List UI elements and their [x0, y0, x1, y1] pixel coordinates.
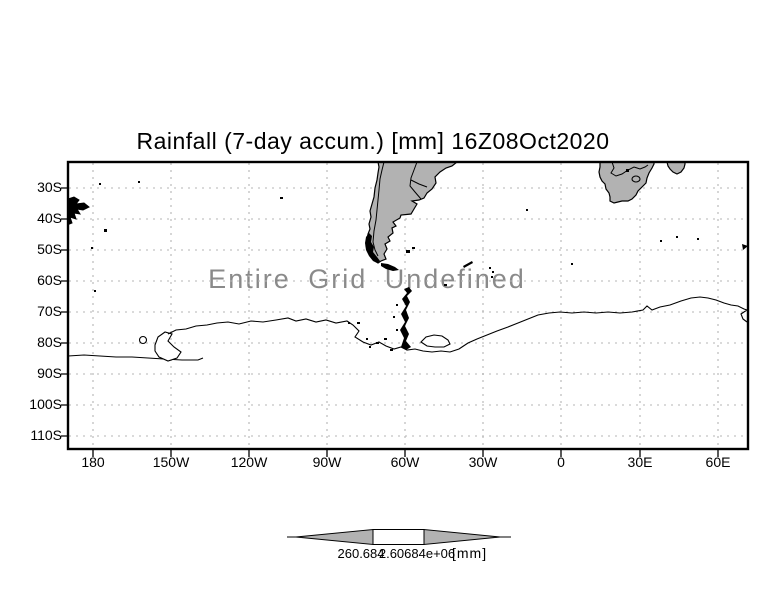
- y-tick-label: 80S: [37, 334, 62, 350]
- south-atlantic-islands: [406, 209, 573, 286]
- peninsula-side-islets: [348, 304, 398, 351]
- x-tick-label: 180: [81, 454, 105, 470]
- x-tick-label: 120W: [230, 454, 268, 470]
- plot-title: Rainfall (7-day accum.) [mm] 16Z08Oct202…: [136, 128, 610, 154]
- lesotho-outline: [631, 175, 641, 183]
- x-tick-label: 60W: [390, 454, 420, 470]
- grid-undefined-message: Entire Grid Undefined: [208, 264, 526, 294]
- y-tick-label: 60S: [37, 272, 62, 288]
- colorbar-max-label: 2.60684e+06: [378, 546, 456, 561]
- gridlines-vertical: [92, 163, 719, 448]
- x-tick-label: 30W: [468, 454, 498, 470]
- x-tick-label: 0: [557, 454, 565, 470]
- map-layers: [68, 162, 748, 362]
- andes-border-line: [372, 162, 385, 257]
- x-tick-label: 90W: [312, 454, 342, 470]
- graticule-gridlines: [69, 163, 747, 448]
- x-tick-label: 30E: [627, 454, 653, 470]
- y-tick-label: 90S: [37, 365, 62, 381]
- madagascar-tip: [666, 162, 686, 175]
- colorbar-left-arrow: [295, 528, 374, 546]
- colorbar-min-label: 260.684: [337, 546, 385, 561]
- southern-africa-landmass: [598, 162, 655, 204]
- x-tick-label: 150W: [152, 454, 190, 470]
- y-tick-label: 30S: [37, 179, 62, 195]
- south-america-landmass: [365, 162, 458, 264]
- africa-border-lines: [610, 162, 649, 177]
- y-tick-label: 50S: [37, 241, 62, 257]
- antarctica-coastline: [68, 296, 748, 362]
- victoria-land-islet: [138, 335, 148, 345]
- africa-interior-dot: [626, 169, 629, 172]
- map-frame: [66, 160, 750, 451]
- ocean-islets: [91, 181, 748, 292]
- y-axis-ticks: [61, 187, 68, 437]
- tierra-del-fuego-islands: [381, 263, 399, 271]
- colorbar-box: [372, 529, 425, 545]
- colorbar: [287, 528, 511, 546]
- colorbar-units-label: [mm]: [452, 545, 488, 561]
- peninsula-islands-ring: [420, 334, 451, 348]
- colorbar-right-arrow: [423, 528, 501, 546]
- ross-shelf-front-line: [68, 354, 204, 361]
- y-tick-label: 110S: [30, 427, 62, 443]
- plata-borders-line: [409, 162, 428, 200]
- y-tick-label: 70S: [37, 303, 62, 319]
- y-tick-label: 40S: [37, 210, 62, 226]
- new-zealand-landmass: [68, 196, 90, 226]
- x-axis-ticks: [92, 450, 719, 457]
- kerguelen-islet: [742, 244, 748, 250]
- antarctic-peninsula: [400, 287, 412, 350]
- x-tick-label: 60E: [705, 454, 731, 470]
- y-tick-label: 100S: [29, 396, 62, 412]
- gridlines-horizontal: [69, 187, 747, 437]
- antarctic-main-coast: [167, 296, 748, 353]
- chilean-fjords-strip: [365, 233, 380, 263]
- victoria-land-blob: [154, 331, 182, 362]
